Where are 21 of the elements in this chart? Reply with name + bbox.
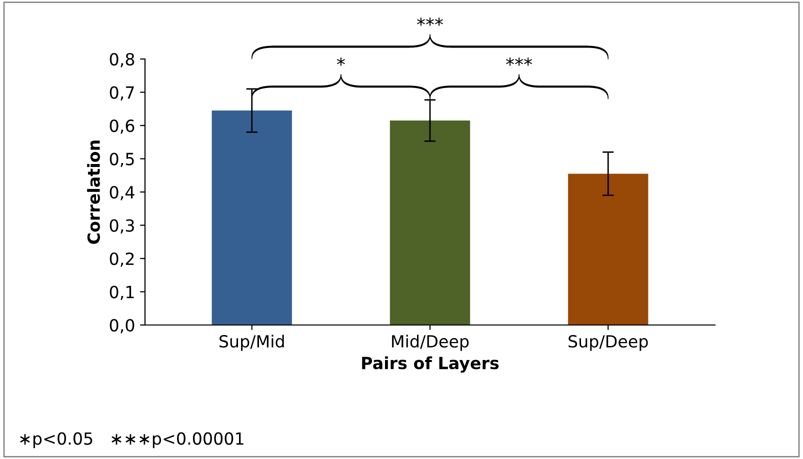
y-tick-label: 0,5 [110, 152, 134, 168]
y-tick-label: 0,4 [110, 186, 134, 200]
x-tick-label: Sup/Deep [568, 335, 648, 351]
y-tick-label: 0,3 [110, 219, 134, 234]
annotation: *** [506, 57, 532, 66]
text: ∗p<0.05 ∗∗∗p<0.00001 [20, 432, 244, 448]
y-tick-label: 0,7 [110, 86, 134, 101]
bar [568, 174, 648, 325]
bar [212, 110, 292, 325]
x-tick-label: Mid/Deep [392, 334, 469, 351]
annotation: * [336, 57, 345, 66]
y-axis-title: Correlation [87, 140, 100, 244]
y-tick-label: 0,6 [110, 119, 134, 134]
y-tick-label: 0,2 [110, 252, 134, 267]
x-axis-title: Pairs of Layers [362, 356, 499, 373]
x-tick-label: Sup/Mid [220, 334, 284, 351]
text: *** [416, 18, 444, 26]
y-tick-label: 0,1 [110, 286, 134, 300]
y-tick-label: 0,0 [110, 318, 134, 334]
bar [390, 120, 470, 325]
y-tick-label: 0,8 [110, 52, 134, 68]
